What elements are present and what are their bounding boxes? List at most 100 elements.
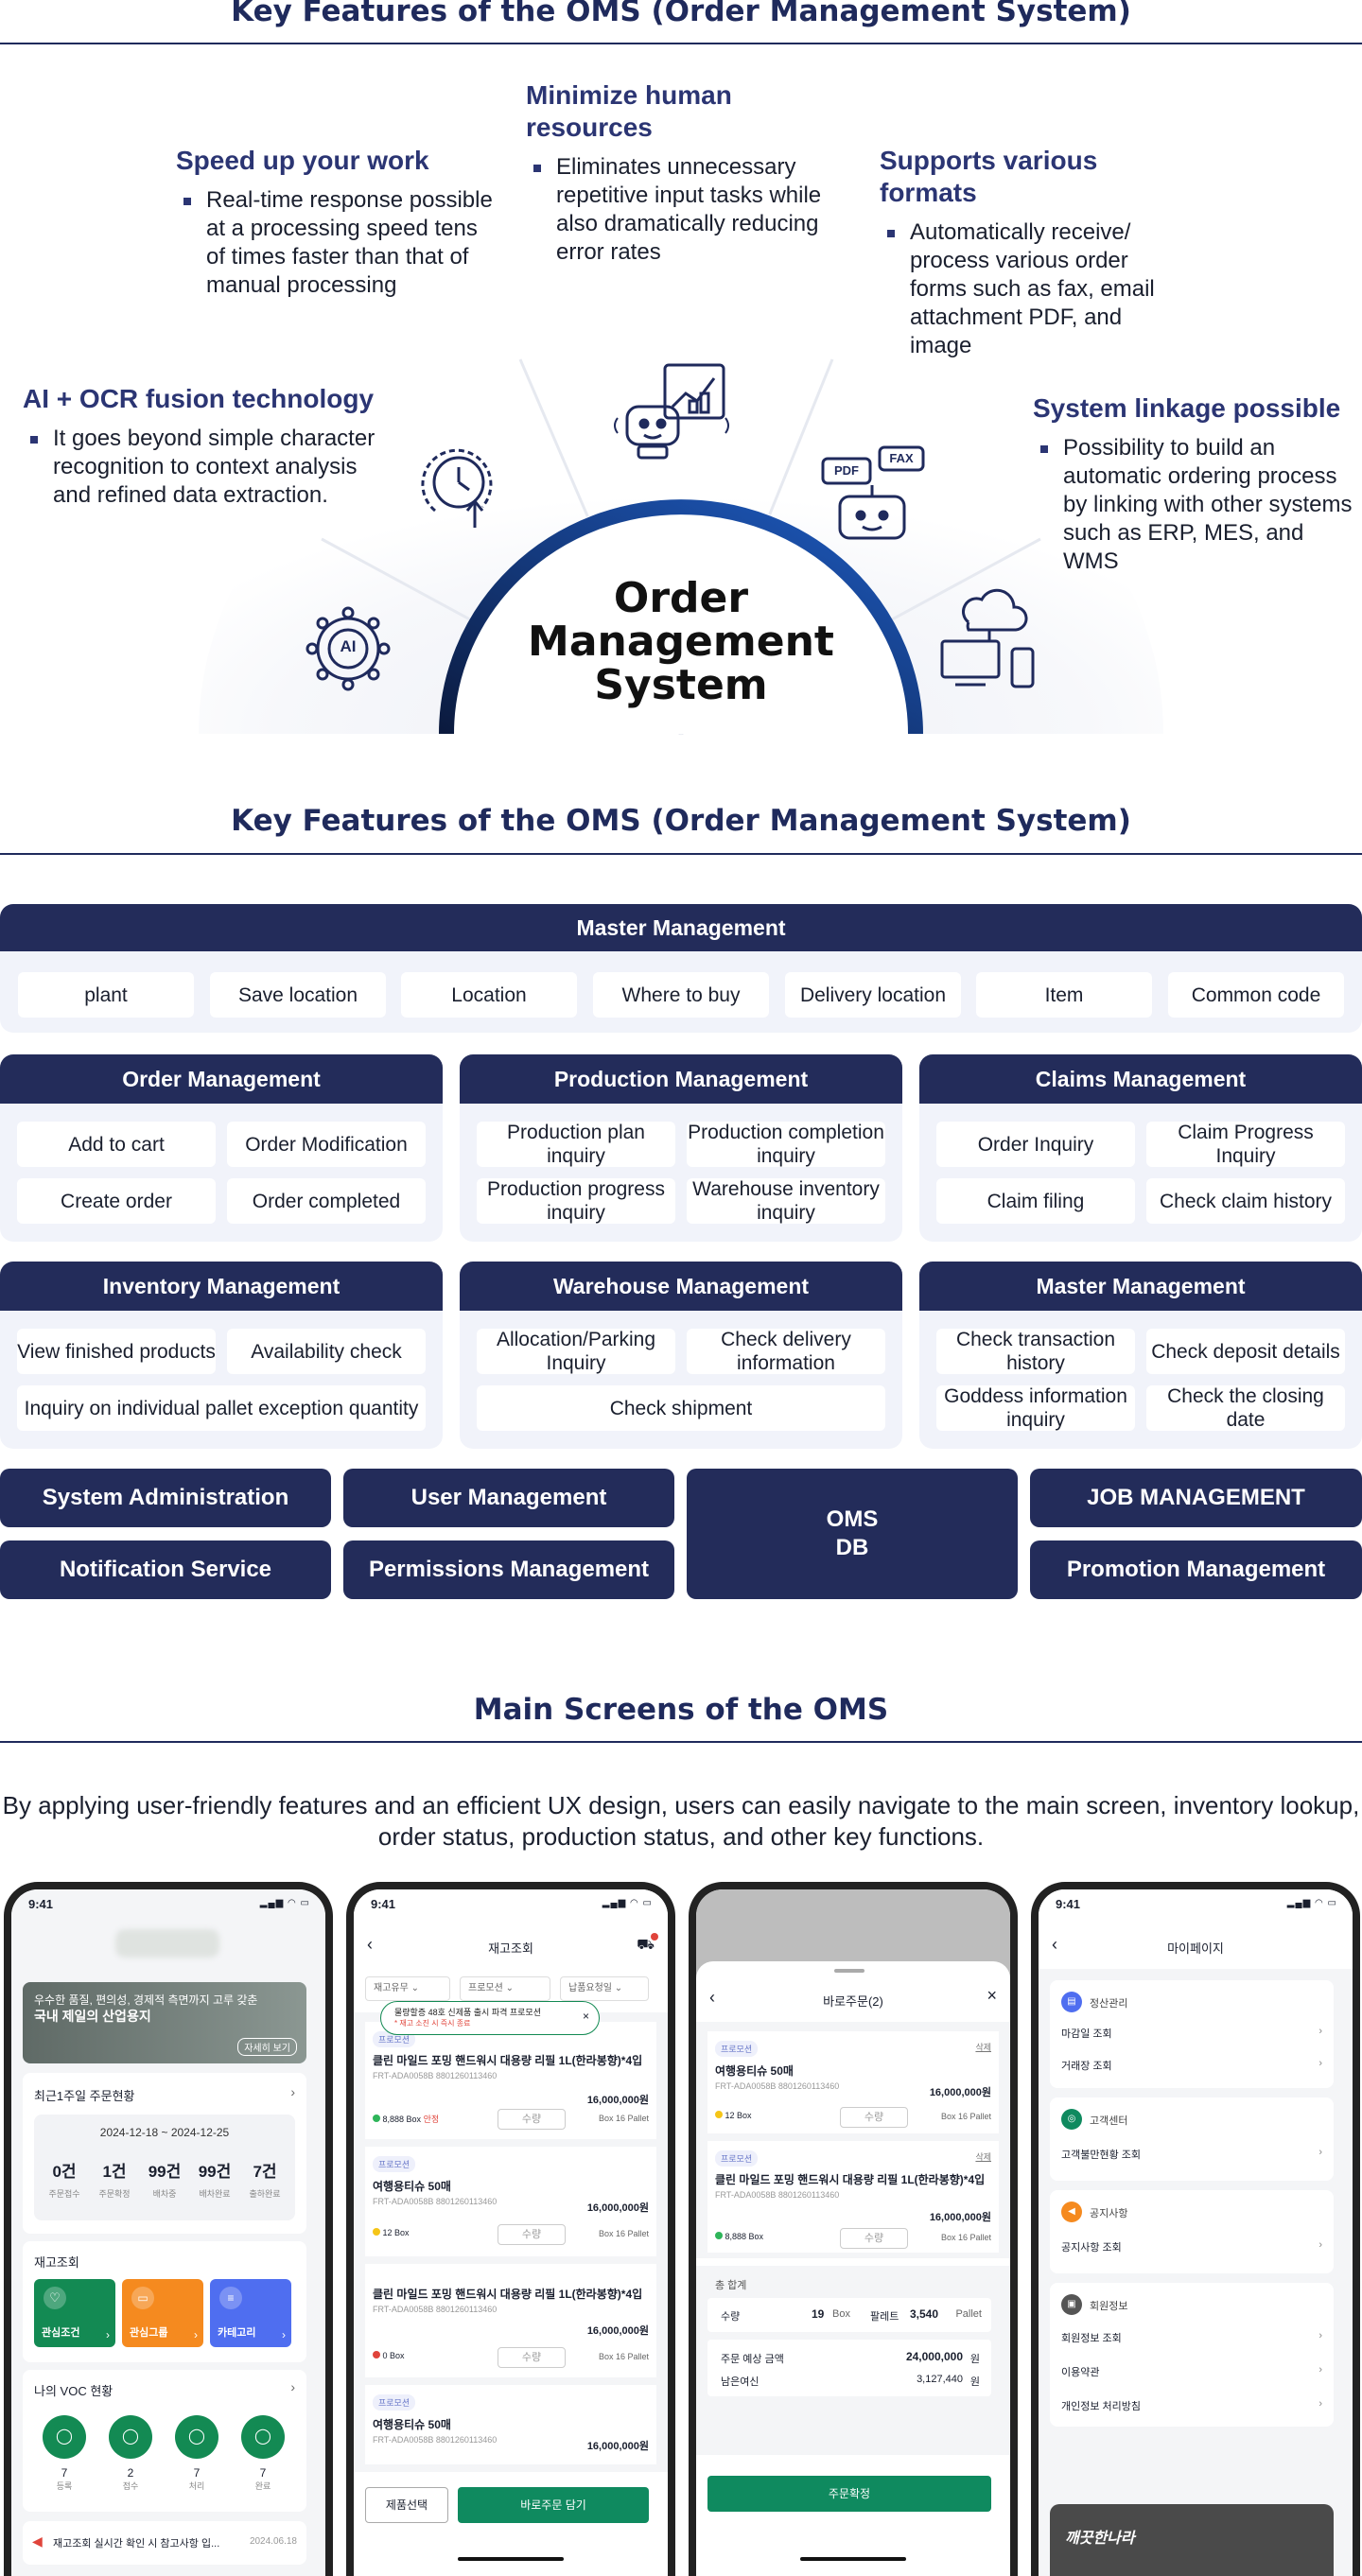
home-indicator <box>800 2557 906 2561</box>
voc-item[interactable]: ◯ 2 접수 <box>102 2415 159 2492</box>
product-row[interactable]: 프로모션 여행용티슈 50매 FRT-ADA0058B 880126011346… <box>365 2385 656 2464</box>
order-item[interactable]: 프로모션 삭제 클린 마일드 포밍 핸드워시 대용량 리필 1L(한라봉향)*4… <box>707 2141 999 2253</box>
megaphone-icon: ◀ <box>32 2533 43 2549</box>
features-diagram: AI PDF FAX <box>0 47 1362 738</box>
phone-home-screen: 9:41 ▂▄▆ ◠ ▭ 우수한 품질, 편의성, 경제적 측면까지 고루 갖춘… <box>4 1882 333 2576</box>
section2-title: Key Features of the OMS (Order Managemen… <box>231 804 1131 838</box>
stock-value: 12 Box <box>725 2111 752 2120</box>
product-row[interactable]: 프로모션 클린 마일드 포밍 핸드워시 대용량 리필 1L(한라봉향)*4입 F… <box>365 2022 656 2139</box>
quantity-input[interactable]: 수량 <box>840 2228 908 2249</box>
feature-speed: Speed up your work Real-time response po… <box>176 145 498 300</box>
feature-linkage: System linkage possible Possibility to b… <box>1033 392 1354 576</box>
chat-icon: ◯ <box>109 2415 152 2459</box>
back-icon[interactable]: ‹ <box>1052 1935 1057 1954</box>
voc-title: 나의 VOC 현황 <box>34 2384 114 2398</box>
top-bar <box>354 1889 668 2012</box>
home-indicator <box>458 2557 564 2561</box>
recent-orders-card[interactable]: 최근1주일 주문현황 › 2024-12-18 ~ 2024-12-25 0건 주… <box>23 2073 306 2234</box>
cart-icon[interactable]: ⛟ <box>637 1933 658 1955</box>
add-to-quick-order-button[interactable]: 바로주문 담기 <box>458 2487 649 2523</box>
ai-network-icon: AI <box>301 601 395 696</box>
inventory-management-header: Inventory Management <box>0 1262 443 1311</box>
stat-2: 99건 배차중 <box>140 2158 189 2200</box>
menu-item-label: 회원정보 조회 <box>1061 2333 1122 2344</box>
menu-item-label: 거래장 조회 <box>1061 2061 1112 2072</box>
card-interest-group[interactable]: ▭ 관심그룹 › <box>122 2279 203 2347</box>
card-interest-conditions[interactable]: ♡ 관심조건 › <box>34 2279 115 2347</box>
stat-0: 0건 주문접수 <box>40 2158 89 2200</box>
permissions-management-box: Permissions Management <box>343 1540 674 1599</box>
phone-my-page-screen: 9:41 ▂▄▆ ◠ ▭ ‹ 마이페이지 ▤ 정산관리 마감일 조회 › 거래장 … <box>1031 1882 1360 2576</box>
order-item[interactable]: 프로모션 삭제 여행용티슈 50매 FRT-ADA0058B 880126011… <box>707 2031 999 2133</box>
filter-stock[interactable]: 재고유무 ⌄ <box>365 1976 450 2001</box>
banner-link[interactable]: 자세히 보기 <box>237 2038 297 2056</box>
menu-item[interactable]: 공지사항 조회 › <box>1061 2239 1322 2262</box>
back-icon[interactable]: ‹ <box>709 1988 715 2007</box>
totals-amount-box: 주문 예상 금액 24,000,000 원 남은여신 3,127,440 원 <box>707 2340 991 2396</box>
menu-group-customer-center: ◎ 고객센터 고객불만현황 조회 › <box>1050 2097 1334 2181</box>
warehouse-item: Check shipment <box>477 1385 885 1431</box>
group-title: 공지사항 <box>1090 2208 1128 2219</box>
section2-divider <box>0 853 1362 855</box>
close-icon[interactable]: × <box>987 1986 997 2005</box>
quantity-input[interactable]: 수량 <box>498 2224 566 2245</box>
menu-item[interactable]: 회원정보 조회 › <box>1061 2330 1322 2353</box>
claims-item: Claim filing <box>936 1178 1135 1224</box>
screen-title: 마이페이지 <box>1167 1941 1224 1956</box>
product-price: 16,000,000원 <box>586 2095 649 2106</box>
recent-orders-title: 최근1주일 주문현황 <box>34 2089 135 2103</box>
close-icon[interactable]: × <box>582 2010 589 2023</box>
filter-promotion[interactable]: 프로모션 ⌄ <box>460 1976 550 2001</box>
menu-item-label: 고객불만현황 조회 <box>1061 2150 1142 2161</box>
product-price: 16,000,000원 <box>586 2202 649 2214</box>
voc-value: 2 <box>127 2466 134 2480</box>
robot-chart-icon <box>610 359 733 463</box>
notice-text: 재고조회 실시간 확인 시 참고사항 입... <box>53 2538 220 2550</box>
claims-item: Claim Progress Inquiry <box>1146 1122 1345 1167</box>
notice-bar[interactable]: ◀ 재고조회 실시간 확인 시 참고사항 입... 2024.06.18 <box>23 2521 306 2565</box>
menu-item[interactable]: 마감일 조회 › <box>1061 2026 1322 2048</box>
status-time: 9:41 <box>28 1897 54 1911</box>
voc-item[interactable]: ◯ 7 등록 <box>36 2415 93 2492</box>
voc-item[interactable]: ◯ 7 완료 <box>235 2415 291 2492</box>
quantity-input[interactable]: 수량 <box>498 2347 566 2368</box>
product-code: FRT-ADA0058B 8801260113460 <box>715 2190 840 2200</box>
back-icon[interactable]: ‹ <box>367 1935 373 1954</box>
chevron-right-icon: › <box>290 2084 295 2099</box>
select-product-button[interactable]: 제품선택 <box>365 2487 448 2523</box>
quantity-input[interactable]: 수량 <box>498 2109 566 2130</box>
total-title: 총 합계 <box>715 2280 747 2291</box>
stock-dot <box>373 2351 380 2358</box>
quantity-input[interactable]: 수량 <box>840 2107 908 2128</box>
unit-text: Box 16 Pallet <box>940 2233 991 2242</box>
status-time: 9:41 <box>1056 1897 1081 1911</box>
delete-link[interactable]: 삭제 <box>975 2152 991 2162</box>
pallet-unit: Pallet <box>955 2308 982 2320</box>
menu-item[interactable]: 개인정보 처리방침 › <box>1061 2398 1322 2421</box>
order-item: Create order <box>17 1178 216 1224</box>
phone-inventory-screen: 9:41 ▂▄▆ ◠ ▭ ‹ 재고조회 ⛟ 재고유무 ⌄ 프로모션 ⌄ 납품요청… <box>346 1882 675 2576</box>
menu-item[interactable]: 고객불만현황 조회 › <box>1061 2147 1322 2169</box>
card-category[interactable]: ≡ 카테고리 › <box>210 2279 291 2347</box>
chevron-right-icon: › <box>1318 2330 1322 2341</box>
master-item-location: Location <box>401 972 577 1018</box>
user-icon: ▣ <box>1061 2294 1082 2315</box>
product-row[interactable]: 프로모션 여행용티슈 50매 FRT-ADA0058B 880126011346… <box>365 2147 656 2256</box>
delete-link[interactable]: 삭제 <box>975 2043 991 2052</box>
confirm-order-button[interactable]: 주문확정 <box>707 2476 991 2512</box>
order-item: Order Modification <box>227 1122 426 1167</box>
menu-item[interactable]: 거래장 조회 › <box>1061 2058 1322 2080</box>
filter-delivery-date[interactable]: 납품요청일 ⌄ <box>560 1976 649 2001</box>
card-label: 카테고리 <box>218 2327 256 2339</box>
menu-item[interactable]: 이용약관 › <box>1061 2364 1322 2387</box>
voc-item[interactable]: ◯ 7 처리 <box>168 2415 225 2492</box>
center-line1: Order <box>613 574 749 622</box>
sheet-handle[interactable] <box>834 1969 864 1973</box>
notification-service-box: Notification Service <box>0 1540 331 1599</box>
product-row[interactable]: 클린 마일드 포밍 핸드워시 대용량 리필 1L(한라봉향)*4입 FRT-AD… <box>365 2264 656 2377</box>
chat-icon: ◯ <box>175 2415 218 2459</box>
chevron-right-icon: › <box>1318 2239 1322 2251</box>
hero-banner[interactable]: 우수한 품질, 편의성, 경제적 측면까지 고루 갖춘 국내 제일의 산업용지 … <box>23 1982 306 2063</box>
product-code: FRT-ADA0058B 8801260113460 <box>373 2305 498 2314</box>
filter-label: 프로모션 <box>468 1983 503 1993</box>
